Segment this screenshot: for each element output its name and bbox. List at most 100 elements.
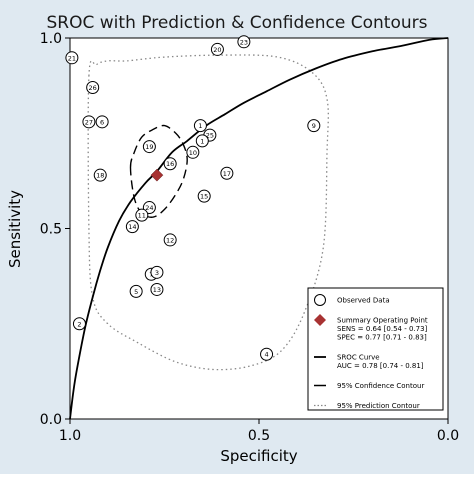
observed-point-circle [210,42,224,56]
observed-point: 26 [86,81,100,95]
legend-item: 95% Confidence Contour [314,382,424,390]
observed-point: 21 [65,51,79,65]
legend-symbol-circle [314,294,326,306]
y-axis-label: Sensitivity [6,190,24,268]
legend-item: 95% Prediction Contour [314,402,420,410]
observed-point-label: 26 [89,84,97,92]
observed-point: 13 [150,282,164,296]
observed-point: 3 [150,265,164,279]
observed-point: 1 [195,134,209,148]
observed-point: 20 [210,42,224,56]
observed-point-label: 23 [240,38,248,46]
observed-point-label: 20 [213,46,221,54]
x-axis-label: Specificity [220,447,297,465]
legend: Observed Data Summary Operating PointSENS… [307,287,444,411]
observed-point: 4 [260,347,274,361]
observed-point-circle [135,208,149,222]
legend-item: Observed Data [314,294,390,306]
observed-point: 11 [135,208,149,222]
legend-box [307,287,444,411]
observed-point-label: 15 [200,193,208,201]
legend-label: 95% Confidence Contour [337,382,424,390]
observed-point-label: 18 [96,172,104,180]
observed-point-label: 1 [200,137,204,145]
observed-point-label: 9 [312,122,316,130]
legend-sublabel: AUC = 0.78 [0.74 - 0.81] [337,362,424,370]
confidence-contour [129,124,188,218]
observed-point-circle [186,145,200,159]
observed-point: 10 [186,145,200,159]
observed-point-label: 19 [145,143,153,151]
observed-point: 5 [129,284,143,298]
observed-point-circle [163,233,177,247]
sroc-curve [69,37,449,420]
observed-point: 17 [220,166,234,180]
observed-point-circle [197,189,211,203]
legend-sublabel: SENS = 0.64 [0.54 - 0.73] [337,325,428,333]
x-tick-label: 0.0 [437,428,459,444]
observed-point-label: 10 [189,149,197,157]
observed-point: 1 [193,119,207,133]
observed-point: 12 [163,233,177,247]
x-tick-label: 0.5 [248,428,270,444]
y-tick-label: 0.0 [40,412,62,428]
observed-point-label: 16 [166,160,174,168]
observed-point-circle [193,119,207,133]
chart-title: SROC with Prediction & Confidence Contou… [47,13,428,33]
observed-point-label: 17 [223,170,231,178]
observed-point-circle [195,134,209,148]
contours [69,37,449,420]
observed-point-label: 27 [85,118,93,126]
observed-point-label: 4 [264,351,268,359]
observed-point-circle [86,81,100,95]
observed-point-circle [307,119,321,133]
observed-point-circle [93,168,107,182]
y-tick-label: 1.0 [40,31,62,47]
legend-label: Observed Data [337,297,390,305]
observed-point-circle [150,282,164,296]
observed-point-label: 21 [68,54,76,62]
observed-point-label: 13 [153,286,161,294]
observed-point-circle [95,115,109,129]
observed-point-label: 2 [77,320,81,328]
observed-point-label: 3 [155,269,159,277]
y-tick-label: 0.5 [40,222,62,238]
observed-point: 23 [237,35,251,49]
observed-point-circle [82,115,96,129]
observed-point-circle [260,347,274,361]
observed-point-label: 1 [198,122,202,130]
observed-point-label: 11 [138,212,146,220]
prediction-contour [87,54,329,371]
observed-point-circle [142,140,156,154]
observed-point: 16 [163,157,177,171]
observed-point-circle [150,265,164,279]
observed-point-label: 6 [100,118,104,126]
observed-point: 15 [197,189,211,203]
observed-point-circle [125,220,139,234]
observed-point-label: 25 [206,132,214,140]
legend-symbol-diamond [314,314,326,326]
observed-points: 2123202627691251191016171815241114127351… [65,35,321,361]
axes: 1.0 0.5 0.0 0.0 0.5 1.0 [40,31,459,444]
legend-label: Summary Operating Point [337,317,428,325]
observed-point: 27 [82,115,96,129]
observed-point: 19 [142,140,156,154]
observed-point-circle [220,166,234,180]
observed-point: 2 [72,317,86,331]
observed-point-circle [237,35,251,49]
observed-point: 14 [125,220,139,234]
legend-sublabel: SPEC = 0.77 [0.71 - 0.83] [337,334,427,342]
observed-point: 18 [93,168,107,182]
observed-point-label: 12 [166,236,174,244]
observed-point-label: 24 [145,204,153,212]
summary-operating-point [150,168,164,182]
observed-point-circle [65,51,79,65]
observed-point-label: 5 [134,288,138,296]
observed-point-circle [72,317,86,331]
legend-label: SROC Curve [337,354,380,362]
observed-point-label: 14 [128,223,136,231]
observed-point: 9 [307,119,321,133]
